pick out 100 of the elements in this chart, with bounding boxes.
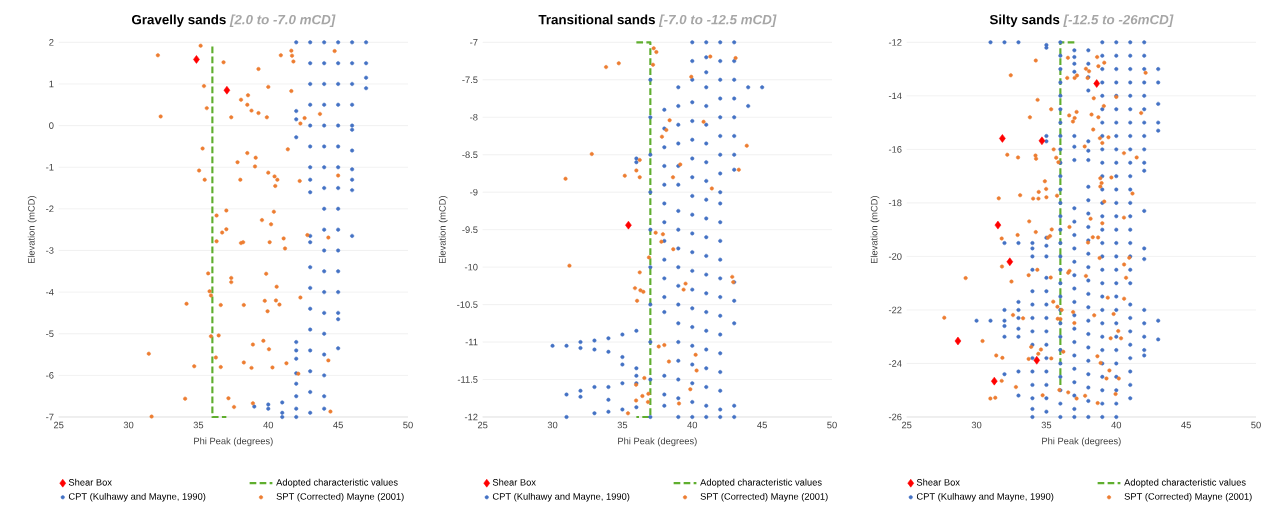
x-tick-label: 25 bbox=[901, 421, 912, 429]
point bbox=[660, 232, 665, 237]
x-tick-label: 50 bbox=[827, 421, 837, 429]
point bbox=[693, 352, 698, 357]
y-tick-label: -3 bbox=[46, 247, 54, 254]
x-tick-label: 50 bbox=[403, 421, 413, 429]
x-tick-label: 35 bbox=[617, 421, 628, 429]
y-tick-label: -7.5 bbox=[462, 76, 478, 84]
x-tick-label: 40 bbox=[1111, 421, 1122, 429]
legend-label: Adopted characteristic values bbox=[700, 478, 822, 488]
x-tick-label: 45 bbox=[1181, 421, 1191, 429]
x-tick-label: 35 bbox=[1041, 421, 1052, 429]
point bbox=[653, 230, 658, 235]
y-tick-label: -20 bbox=[888, 253, 902, 260]
point bbox=[637, 270, 642, 275]
y-tick-label: 2 bbox=[49, 39, 54, 46]
point bbox=[642, 376, 647, 381]
y-tick-label: -26 bbox=[888, 413, 902, 421]
y-tick-label: -11 bbox=[465, 338, 478, 346]
point bbox=[656, 344, 661, 349]
x-tick-label: 30 bbox=[123, 421, 134, 429]
y-tick-label: -7 bbox=[470, 39, 478, 46]
point bbox=[999, 134, 1006, 143]
x-tick-label: 40 bbox=[687, 421, 698, 429]
legend-label: Adopted characteristic values bbox=[1124, 478, 1246, 488]
legend-label: CPT (Kulhawy and Mayne, 1990) bbox=[916, 492, 1054, 502]
point bbox=[638, 288, 643, 293]
y-tick-label: 1 bbox=[49, 80, 54, 88]
y-tick-label: -24 bbox=[888, 360, 902, 367]
y-tick-label: -16 bbox=[888, 146, 902, 153]
legend-label: CPT (Kulhawy and Mayne, 1990) bbox=[492, 492, 630, 502]
y-tick-label: -9.5 bbox=[462, 226, 478, 233]
y-tick-label: -10.5 bbox=[457, 301, 478, 308]
x-axis-title: Phi Peak (degrees) bbox=[194, 437, 273, 447]
point bbox=[1038, 136, 1046, 146]
chart-subtitle: [-7.0 to -12.5 mCD] bbox=[658, 14, 777, 27]
point bbox=[640, 394, 645, 399]
x-tick-label: 30 bbox=[547, 421, 558, 429]
chart-title: Silty sands bbox=[989, 14, 1060, 27]
point bbox=[622, 173, 627, 178]
y-tick-label: -22 bbox=[888, 306, 902, 314]
x-tick-label: 25 bbox=[53, 421, 64, 429]
x-tick-label: 40 bbox=[263, 421, 274, 429]
point bbox=[625, 220, 632, 230]
point bbox=[954, 336, 962, 346]
point bbox=[708, 54, 713, 59]
x-tick-label: 45 bbox=[757, 421, 767, 429]
y-tick-label: -6 bbox=[46, 372, 54, 379]
point bbox=[641, 289, 646, 294]
point bbox=[646, 255, 651, 260]
y-tick-label: -12 bbox=[888, 39, 902, 46]
point bbox=[651, 46, 656, 51]
legend-label: SPT (Corrected) Mayne (2001) bbox=[276, 492, 404, 502]
y-tick-label: -8.5 bbox=[462, 151, 478, 159]
legend-label: SPT (Corrected) Mayne (2001) bbox=[700, 492, 828, 502]
point bbox=[645, 400, 650, 405]
point bbox=[667, 118, 672, 123]
x-axis-title: Phi Peak (degrees) bbox=[618, 437, 697, 447]
legend-label: Adopted characteristic values bbox=[276, 478, 398, 488]
point bbox=[567, 263, 572, 268]
point bbox=[666, 359, 671, 364]
y-tick-label: -7 bbox=[46, 413, 54, 421]
x-axis-title: Phi Peak (degrees) bbox=[1042, 437, 1121, 447]
y-tick-label: -2 bbox=[46, 205, 54, 213]
x-tick-label: 50 bbox=[1251, 421, 1261, 429]
y-tick-label: -12 bbox=[464, 413, 478, 421]
point bbox=[662, 343, 667, 348]
y-tick-label: -18 bbox=[888, 199, 902, 207]
point bbox=[676, 401, 681, 406]
x-tick-label: 25 bbox=[477, 421, 488, 429]
point bbox=[688, 387, 693, 392]
y-axis-title: Elevation (mCD) bbox=[27, 196, 37, 264]
y-axis-title: Elevation (mCD) bbox=[438, 196, 448, 264]
chart-subtitle: [2.0 to -7.0 mCD] bbox=[229, 14, 336, 27]
point bbox=[1093, 79, 1100, 88]
y-tick-label: -14 bbox=[888, 92, 902, 100]
chart-title: Gravelly sands bbox=[131, 14, 226, 27]
point bbox=[1006, 257, 1014, 267]
point bbox=[637, 175, 642, 180]
point bbox=[651, 62, 656, 67]
x-tick-label: 30 bbox=[971, 421, 982, 429]
point bbox=[589, 151, 594, 156]
chart-title: Transitional sands bbox=[538, 14, 655, 25]
point bbox=[730, 274, 735, 279]
point bbox=[994, 220, 1002, 230]
point bbox=[616, 61, 621, 66]
chart-subtitle: [-12.5 to -26mCD] bbox=[1063, 14, 1174, 27]
point bbox=[744, 143, 749, 148]
point bbox=[646, 391, 651, 396]
y-tick-label: -8 bbox=[470, 113, 478, 121]
y-tick-label: -11.5 bbox=[457, 376, 478, 383]
y-axis-title: Elevation (mCD) bbox=[870, 196, 880, 264]
point bbox=[659, 134, 664, 139]
y-tick-label: -4 bbox=[46, 288, 54, 296]
point bbox=[709, 186, 714, 191]
y-tick-label: -9 bbox=[470, 188, 478, 196]
point bbox=[694, 368, 699, 373]
point bbox=[1033, 355, 1041, 365]
point bbox=[634, 398, 639, 403]
point bbox=[604, 65, 609, 70]
